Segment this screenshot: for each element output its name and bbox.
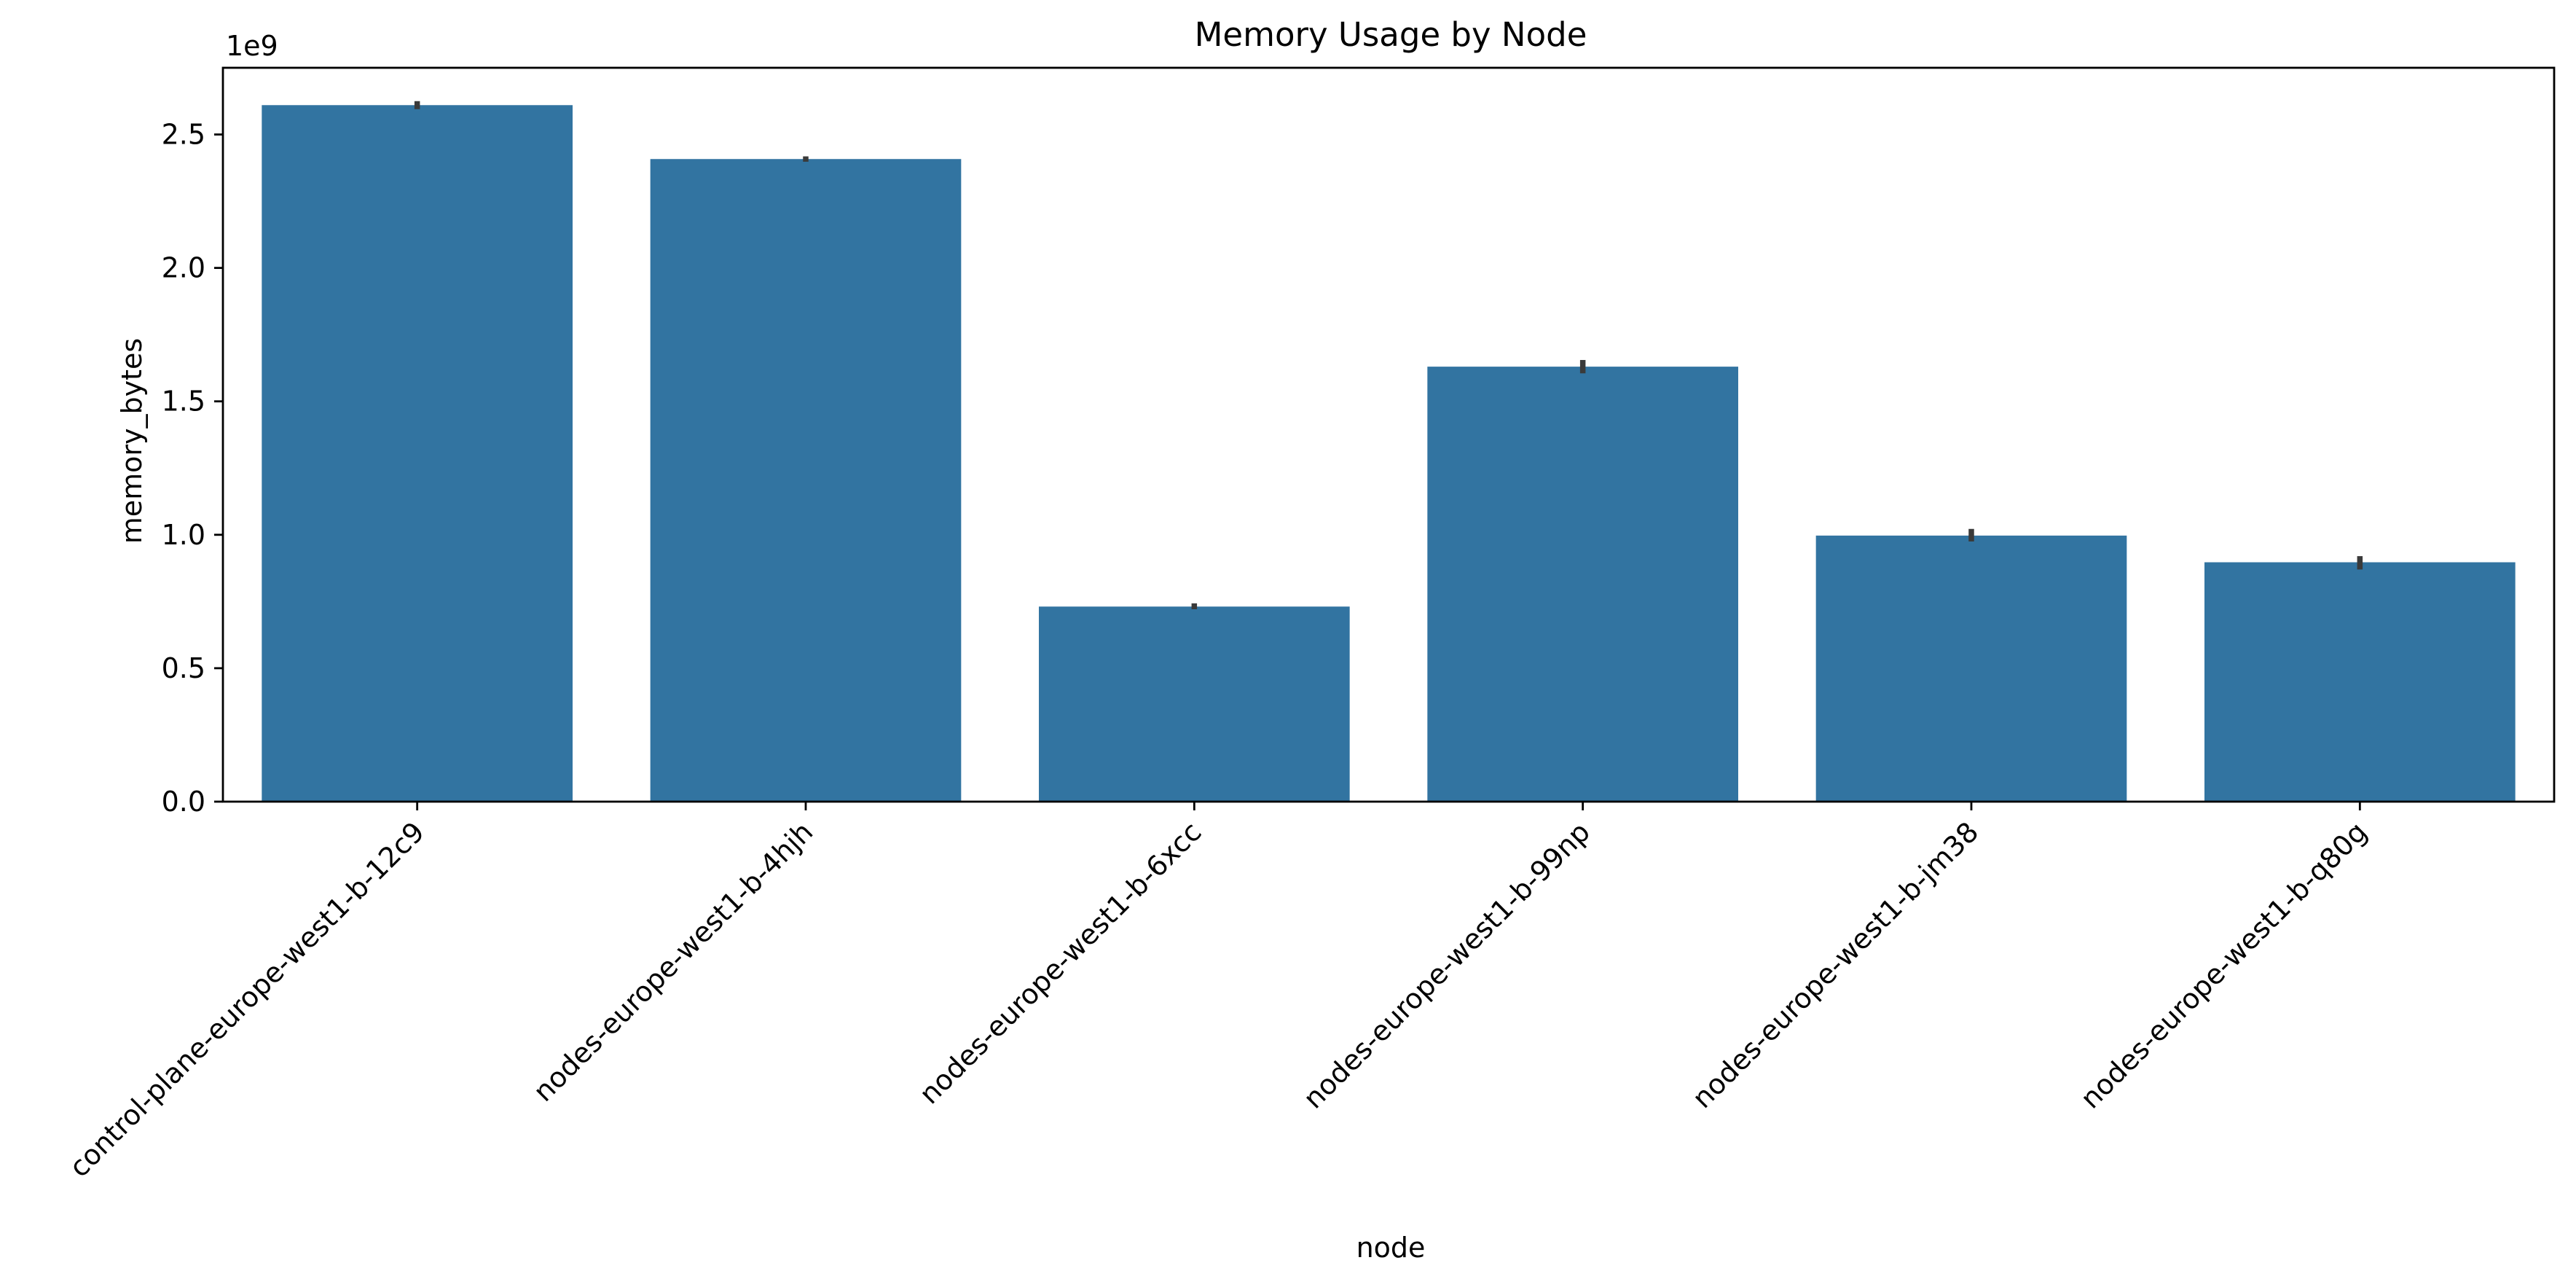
bar (650, 159, 962, 802)
x-axis-label: node (1356, 1232, 1426, 1264)
y-tick-label: 2.5 (162, 119, 205, 151)
y-tick-label: 1.0 (162, 519, 205, 551)
bar (1815, 535, 2127, 802)
bars (262, 105, 2516, 802)
x-tick-label: nodes-europe-west1-b-q80g (2074, 815, 2373, 1114)
y-tick-label: 1.5 (162, 386, 205, 418)
y-tick-label: 2.0 (162, 252, 205, 284)
error-bars (414, 101, 2363, 609)
bar (1427, 367, 1738, 802)
y-tick-label: 0.0 (162, 786, 205, 818)
y-axis-offset-label: 1e9 (226, 30, 278, 62)
x-tick-label: control-plane-europe-west1-b-12c9 (63, 815, 431, 1184)
bar (1039, 606, 1350, 802)
bar (262, 105, 573, 802)
x-axis: control-plane-europe-west1-b-12c9 nodes-e… (63, 802, 2373, 1184)
x-tick-label: nodes-europe-west1-b-6xcc (913, 815, 1207, 1110)
x-tick-label: nodes-europe-west1-b-4hjh (527, 815, 820, 1108)
x-tick-label: nodes-europe-west1-b-99np (1297, 815, 1596, 1114)
plot-area: 0.0 0.5 1.0 1.5 2.0 2.5 control-plane-europe-… (63, 66, 2556, 1184)
x-tick-label: nodes-europe-west1-b-jm38 (1686, 815, 1984, 1114)
bar (2204, 562, 2516, 802)
y-axis-label: memory_bytes (116, 338, 148, 544)
y-axis: 0.0 0.5 1.0 1.5 2.0 2.5 (162, 119, 223, 818)
chart-title: Memory Usage by Node (1195, 15, 1587, 54)
y-tick-label: 0.5 (162, 652, 205, 684)
plot-frame (221, 66, 2556, 803)
